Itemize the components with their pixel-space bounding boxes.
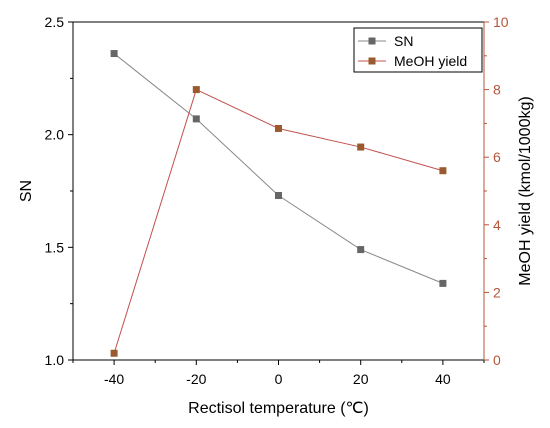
data-point-meoh-yield	[275, 124, 282, 132]
y-tick-label: 2.0	[45, 127, 65, 143]
legend: SN MeOH yield	[353, 27, 483, 73]
y-tick-label: 2.5	[45, 14, 65, 30]
data-point-sn	[439, 279, 447, 287]
series-layer	[110, 50, 447, 357]
legend-label-meoh-yield: MeOH yield	[394, 53, 467, 69]
y-tick-label: 1.5	[45, 239, 65, 255]
y-tick-label: 1.0	[45, 352, 65, 368]
legend-label-sn: SN	[394, 33, 413, 49]
series-line-sn	[113, 53, 444, 284]
x-tick-label: -20	[186, 371, 206, 387]
data-point-meoh-yield	[439, 167, 447, 175]
y2-axis-title: MeOH yield (kmol/1000kg)	[517, 96, 534, 285]
legend-entry-meoh-yield: MeOH yield	[358, 53, 467, 69]
legend-marker-meoh-yield	[368, 57, 376, 65]
x-axis-title: Rectisol temperature (℃)	[188, 400, 369, 417]
y2-tick-label: 8	[493, 82, 501, 98]
x-tick-label: 20	[353, 371, 369, 387]
data-point-meoh-yield	[357, 143, 365, 151]
plot-frame	[72, 21, 485, 361]
data-point-sn	[110, 50, 118, 58]
y-axis-title: SN	[18, 180, 35, 202]
x-tick-label: 40	[435, 371, 451, 387]
data-point-sn	[192, 115, 200, 123]
y2-tick-label: 0	[493, 352, 501, 368]
y2-tick-label: 2	[493, 284, 501, 300]
y2-tick-label: 10	[493, 14, 509, 30]
data-point-sn	[357, 246, 365, 254]
legend-entry-sn: SN	[358, 33, 413, 49]
y2-tick-label: 4	[493, 217, 501, 233]
y2-tick-label: 6	[493, 149, 501, 165]
x-tick-label: 0	[275, 371, 283, 387]
data-point-meoh-yield	[192, 86, 200, 94]
data-point-sn	[275, 192, 282, 200]
data-point-meoh-yield	[110, 349, 118, 357]
legend-marker-sn	[368, 37, 376, 45]
x-tick-label: -40	[104, 371, 124, 387]
ticks-layer: -40 -20 0 20 40 1.0 1.5 2.0 2.5 0 2 4 6 8 10	[45, 14, 509, 387]
legend-box	[353, 27, 483, 73]
